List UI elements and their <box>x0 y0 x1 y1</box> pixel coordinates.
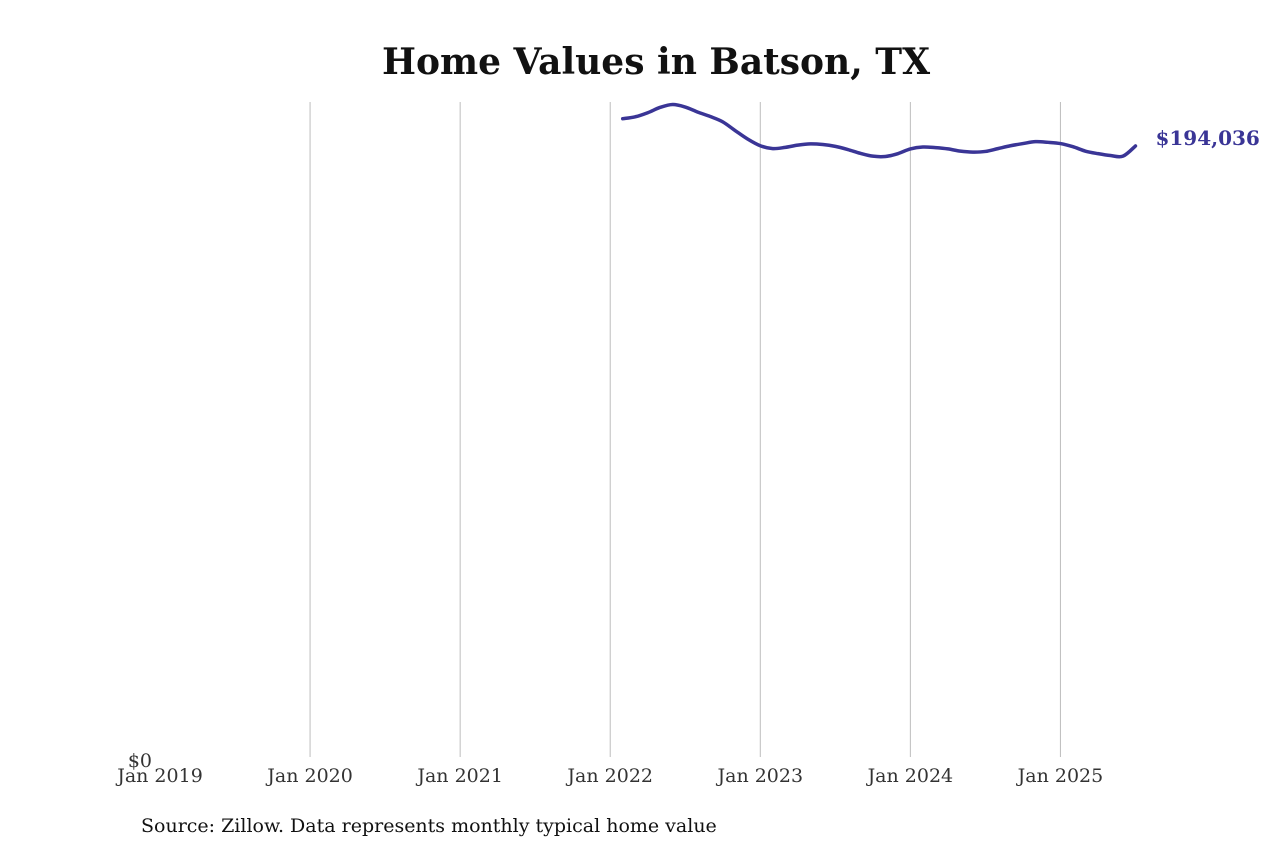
source-note: Source: Zillow. Data represents monthly … <box>141 815 717 837</box>
series-line-0 <box>620 102 1138 159</box>
x-tick-label: Jan 2023 <box>716 765 804 787</box>
x-axis-ticks: Jan 2019 Jan 2020 Jan 2021 Jan 2022 Jan 2023… <box>115 765 1103 787</box>
x-tick-label: Jan 2024 <box>866 765 954 787</box>
gridlines <box>309 102 1061 757</box>
chart-title: Home Values in Batson, TX <box>382 41 930 83</box>
series-group: $194,036 <box>620 102 1260 159</box>
x-tick-label: Jan 2020 <box>265 765 353 787</box>
y-tick-label: $0 <box>128 750 152 772</box>
y-axis-ticks: $0 <box>128 750 152 772</box>
x-tick-label: Jan 2019 <box>115 765 203 787</box>
x-tick-label: Jan 2025 <box>1016 765 1104 787</box>
x-tick-label: Jan 2021 <box>415 765 503 787</box>
x-tick-label: Jan 2022 <box>565 765 653 787</box>
end-value-label: $194,036 <box>1155 126 1259 150</box>
